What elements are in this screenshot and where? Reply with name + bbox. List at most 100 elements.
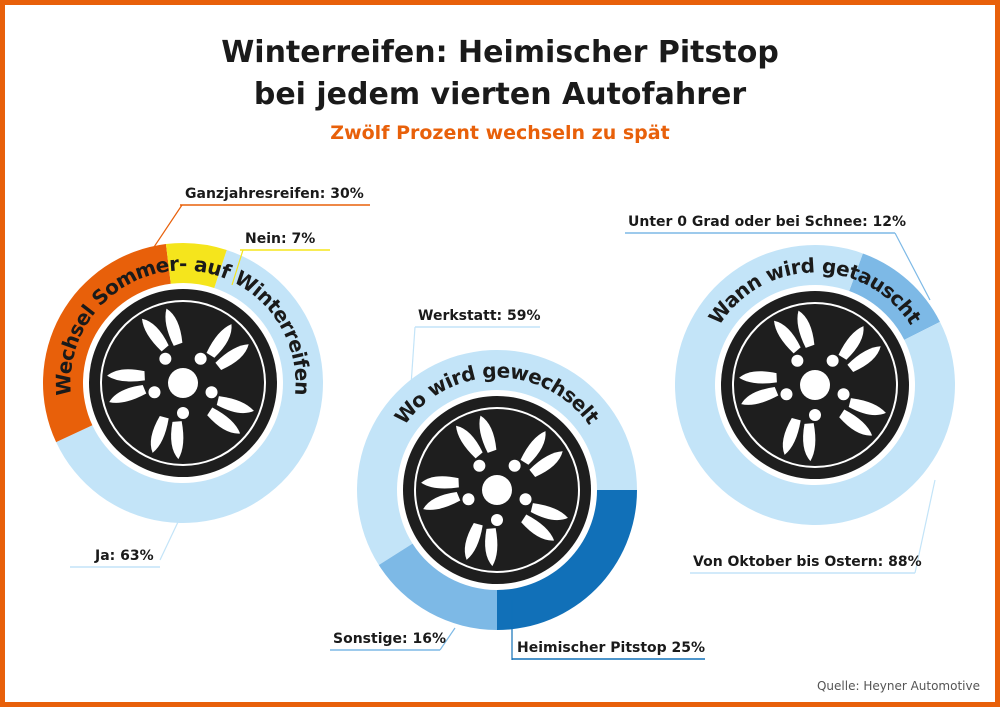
rim-line <box>414 407 580 573</box>
spoke-gap <box>464 522 483 560</box>
spoke-gap <box>739 371 777 384</box>
rim-line <box>732 302 898 468</box>
spoke-gap <box>107 369 145 382</box>
spoke-gap <box>206 324 232 358</box>
spoke-gap <box>171 421 184 460</box>
leader-line <box>894 232 931 301</box>
spoke-gap <box>839 409 873 436</box>
spoke-gap <box>215 344 249 370</box>
spoke-gap <box>206 324 232 358</box>
bolt <box>473 459 486 472</box>
spoke-gap <box>774 320 801 354</box>
bolt <box>177 407 189 419</box>
hub <box>168 368 198 398</box>
spoke-gap <box>530 503 568 521</box>
donut-segment <box>497 490 637 630</box>
spoke-gap <box>109 385 147 403</box>
spoke-gap <box>165 308 183 346</box>
spoke-gap <box>521 514 555 541</box>
spoke-gap <box>797 310 815 348</box>
spoke-gap <box>207 407 241 434</box>
spoke-gap <box>774 320 801 354</box>
spoke-gap <box>216 396 254 414</box>
spoke-gap <box>165 308 183 346</box>
spoke-gap <box>839 409 873 436</box>
bolt <box>809 409 821 421</box>
spoke-gap <box>485 528 498 567</box>
spoke-gap <box>171 421 184 460</box>
spoke-gap <box>423 492 461 510</box>
title: Winterreifen: Heimischer Pitstop <box>221 35 779 70</box>
bolt <box>462 493 475 506</box>
bolt <box>194 352 207 365</box>
leader-line <box>159 521 179 561</box>
rim-line <box>100 300 266 466</box>
spoke-gap <box>520 431 546 465</box>
subtitle: Zwölf Prozent wechseln zu spät <box>330 122 669 144</box>
value-label: Unter 0 Grad oder bei Schnee: 12% <box>628 214 906 230</box>
source: Quelle: Heyner Automotive <box>817 679 980 693</box>
value-label: Ganzjahresreifen: 30% <box>185 186 364 202</box>
donut-segment <box>378 543 497 630</box>
spoke-gap <box>847 346 881 372</box>
spoke-gap <box>848 398 886 416</box>
spoke-gap <box>529 451 563 477</box>
value-label: Sonstige: 16% <box>333 631 446 647</box>
leader-line <box>914 479 936 574</box>
donut-segment <box>56 250 323 523</box>
spoke-gap <box>142 318 169 352</box>
spoke-gap <box>464 522 483 560</box>
bolt <box>519 493 532 506</box>
value-label: Ja: 63% <box>94 548 154 564</box>
spoke-gap <box>109 385 147 403</box>
spoke-gap <box>150 415 169 453</box>
title: bei jedem vierten Autofahrer <box>254 77 746 112</box>
donut-segment <box>849 253 940 340</box>
spoke-gap <box>848 398 886 416</box>
spoke-gap <box>423 492 461 510</box>
spoke-gap <box>107 369 145 382</box>
spoke-gap <box>456 425 483 459</box>
spoke-gap <box>479 415 497 453</box>
value-label: Nein: 7% <box>245 231 315 247</box>
spoke-gap <box>456 425 483 459</box>
bolt <box>205 386 218 399</box>
spoke-gap <box>479 415 497 453</box>
spoke-gap <box>782 417 801 455</box>
value-label: Von Oktober bis Ostern: 88% <box>693 554 922 570</box>
spoke-gap <box>520 431 546 465</box>
spoke-gap <box>847 346 881 372</box>
spoke-gap <box>741 387 779 405</box>
value-label: Heimischer Pitstop 25% <box>517 640 705 656</box>
spoke-gap <box>803 423 816 462</box>
spoke-gap <box>207 407 241 434</box>
spoke-gap <box>142 318 169 352</box>
donut-segment <box>357 350 637 566</box>
spoke-gap <box>485 528 498 567</box>
leader-line <box>139 204 183 269</box>
spoke-gap <box>741 387 779 405</box>
bolt <box>791 354 804 367</box>
spoke-gap <box>803 423 816 462</box>
spoke-gap <box>530 503 568 521</box>
value-label: Werkstatt: 59% <box>418 308 541 324</box>
spoke-gap <box>739 371 777 384</box>
leader-line <box>439 627 456 651</box>
spoke-gap <box>150 415 169 453</box>
spoke-gap <box>521 514 555 541</box>
bolt <box>491 514 503 526</box>
bolt <box>780 388 793 401</box>
spoke-gap <box>421 476 459 489</box>
spoke-gap <box>421 476 459 489</box>
donut-segment <box>42 244 171 443</box>
bolt <box>159 352 172 365</box>
bolt <box>826 354 839 367</box>
hub <box>800 370 830 400</box>
spoke-gap <box>797 310 815 348</box>
leader-line <box>409 326 416 401</box>
spoke-gap <box>215 344 249 370</box>
spoke-gap <box>838 326 864 360</box>
bolt <box>508 459 521 472</box>
donut-segment <box>165 242 227 289</box>
